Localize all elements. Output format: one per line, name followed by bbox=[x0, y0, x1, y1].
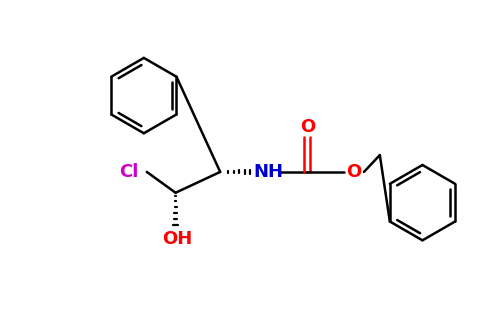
Text: O: O bbox=[300, 118, 315, 136]
Text: NH: NH bbox=[254, 163, 284, 181]
Text: Cl: Cl bbox=[119, 163, 139, 181]
Text: OH: OH bbox=[162, 230, 192, 248]
Text: O: O bbox=[347, 163, 362, 181]
